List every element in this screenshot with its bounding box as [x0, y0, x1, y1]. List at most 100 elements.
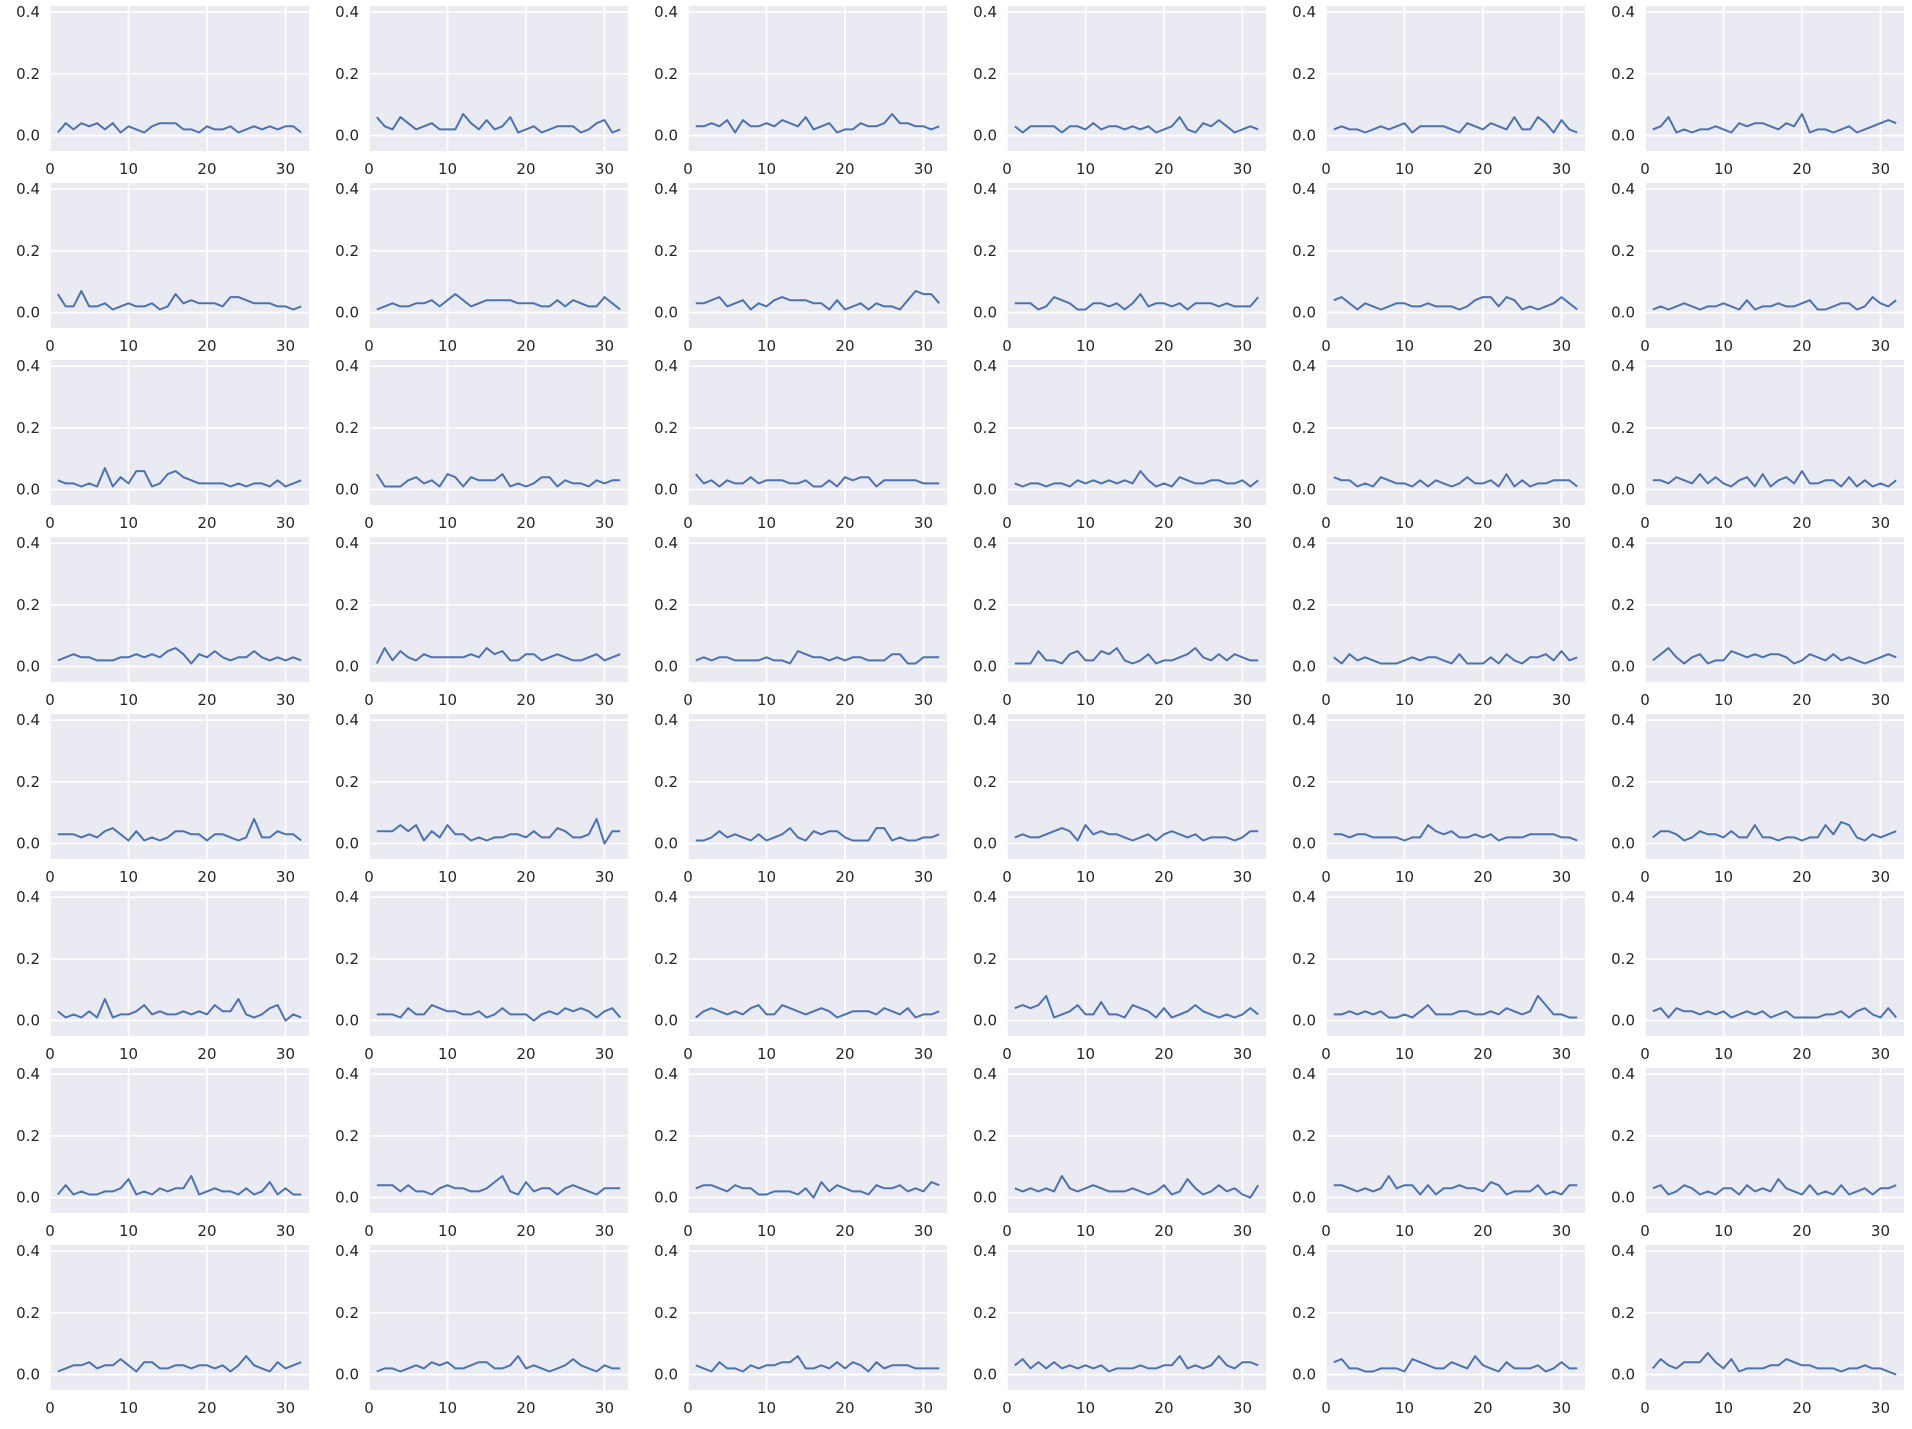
x-tick-label: 30: [1552, 337, 1571, 355]
y-tick-label: 0.0: [1611, 1189, 1635, 1207]
x-tick-label: 0: [1321, 1222, 1331, 1240]
y-tick-label: 0.0: [16, 1012, 40, 1030]
x-tick-label: 0: [45, 691, 55, 709]
x-tick-label: 20: [835, 1222, 854, 1240]
series-line: [57, 647, 302, 665]
x-tick-label: 20: [1154, 337, 1173, 355]
series-line: [1333, 473, 1578, 488]
series-line: [695, 1181, 940, 1199]
x-tick-label: 0: [45, 1045, 55, 1063]
series-line: [375, 473, 621, 488]
x-tick-label: 30: [914, 1222, 933, 1240]
subplot-6-5: 0.0 0.2 0.4 0 10 20 30: [1292, 888, 1585, 1063]
x-tick-label: 0: [1321, 1045, 1331, 1063]
x-tick-label: 0: [683, 1222, 693, 1240]
x-tick-label: 0: [45, 1222, 55, 1240]
series-line: [695, 113, 940, 134]
y-tick-label: 0.0: [335, 127, 359, 145]
plot-area: [369, 891, 628, 1036]
y-tick-label: 0.4: [654, 3, 678, 21]
x-tick-label: 10: [1714, 160, 1733, 178]
y-tick-label: 0.4: [16, 1065, 40, 1083]
y-tick-label: 0.4: [1292, 3, 1316, 21]
series-line: [1652, 647, 1897, 665]
y-tick-label: 0.4: [654, 711, 678, 729]
x-tick-label: 10: [1395, 1222, 1414, 1240]
x-tick-label: 30: [1552, 1222, 1571, 1240]
y-tick-label: 0.0: [16, 127, 40, 145]
subplot-4-3: 0.0 0.2 0.4 0 10 20 30: [654, 534, 947, 709]
x-tick-label: 0: [1002, 1045, 1012, 1063]
x-tick-label: 20: [1473, 160, 1492, 178]
x-tick-label: 30: [914, 1045, 933, 1063]
series-line: [1652, 1352, 1897, 1376]
x-tick-label: 20: [1792, 1399, 1811, 1417]
y-tick-label: 0.2: [335, 1127, 359, 1145]
subplot-1-6: 0.0 0.2 0.4 0 10 20 30: [1611, 3, 1904, 178]
y-tick-label: 0.4: [654, 357, 678, 375]
x-tick-label: 30: [276, 1399, 295, 1417]
x-tick-label: 30: [276, 868, 295, 886]
x-tick-label: 30: [914, 868, 933, 886]
y-tick-label: 0.4: [1611, 888, 1635, 906]
x-tick-label: 20: [516, 1045, 535, 1063]
y-tick-label: 0.0: [335, 1366, 359, 1384]
y-tick-label: 0.0: [1292, 1366, 1316, 1384]
series-line: [1652, 1178, 1897, 1196]
x-tick-label: 20: [1154, 514, 1173, 532]
series-line: [695, 650, 940, 665]
y-tick-label: 0.2: [973, 596, 997, 614]
y-tick-label: 0.2: [1292, 1127, 1316, 1145]
x-tick-label: 0: [1640, 514, 1650, 532]
plot-area: [1645, 1245, 1904, 1390]
x-tick-label: 10: [438, 514, 457, 532]
y-tick-label: 0.0: [654, 835, 678, 853]
y-tick-label: 0.0: [1292, 1012, 1316, 1030]
x-tick-label: 20: [197, 1399, 216, 1417]
x-tick-label: 30: [276, 691, 295, 709]
y-tick-label: 0.0: [973, 658, 997, 676]
x-tick-label: 0: [364, 1399, 374, 1417]
y-tick-label: 0.2: [973, 65, 997, 83]
y-tick-label: 0.2: [16, 596, 40, 614]
x-tick-label: 10: [1395, 1399, 1414, 1417]
x-tick-label: 30: [1552, 868, 1571, 886]
x-tick-label: 30: [1233, 1399, 1252, 1417]
y-tick-label: 0.0: [1292, 835, 1316, 853]
y-tick-label: 0.2: [654, 419, 678, 437]
y-tick-label: 0.4: [1611, 180, 1635, 198]
x-tick-label: 10: [1714, 514, 1733, 532]
y-tick-label: 0.0: [654, 1366, 678, 1384]
y-tick-label: 0.2: [973, 242, 997, 260]
y-tick-label: 0.4: [654, 1065, 678, 1083]
x-tick-label: 20: [516, 160, 535, 178]
x-tick-label: 20: [197, 337, 216, 355]
x-tick-label: 20: [1473, 868, 1492, 886]
subplot-5-1: 0.0 0.2 0.4 0 10 20 30: [16, 711, 309, 886]
y-tick-label: 0.4: [1611, 1242, 1635, 1260]
x-tick-label: 20: [197, 160, 216, 178]
x-tick-label: 0: [1002, 160, 1012, 178]
y-tick-label: 0.4: [1292, 180, 1316, 198]
x-tick-label: 30: [276, 1045, 295, 1063]
x-tick-label: 20: [1792, 160, 1811, 178]
plot-area: [1645, 714, 1904, 859]
y-tick-label: 0.4: [335, 1242, 359, 1260]
y-tick-label: 0.4: [654, 888, 678, 906]
plot-area: [1645, 891, 1904, 1036]
y-tick-label: 0.4: [16, 1242, 40, 1260]
subplot-7-5: 0.0 0.2 0.4 0 10 20 30: [1292, 1065, 1585, 1240]
plot-area: [50, 6, 309, 151]
x-tick-label: 20: [1792, 1045, 1811, 1063]
series-line: [57, 998, 302, 1022]
x-tick-label: 10: [119, 691, 138, 709]
y-tick-label: 0.0: [973, 1366, 997, 1384]
y-tick-label: 0.2: [1292, 773, 1316, 791]
x-tick-label: 10: [1395, 160, 1414, 178]
x-tick-label: 0: [683, 868, 693, 886]
y-tick-label: 0.2: [1292, 242, 1316, 260]
subplot-2-4: 0.0 0.2 0.4 0 10 20 30: [973, 180, 1266, 355]
y-tick-label: 0.2: [973, 1127, 997, 1145]
x-tick-label: 30: [1871, 868, 1890, 886]
